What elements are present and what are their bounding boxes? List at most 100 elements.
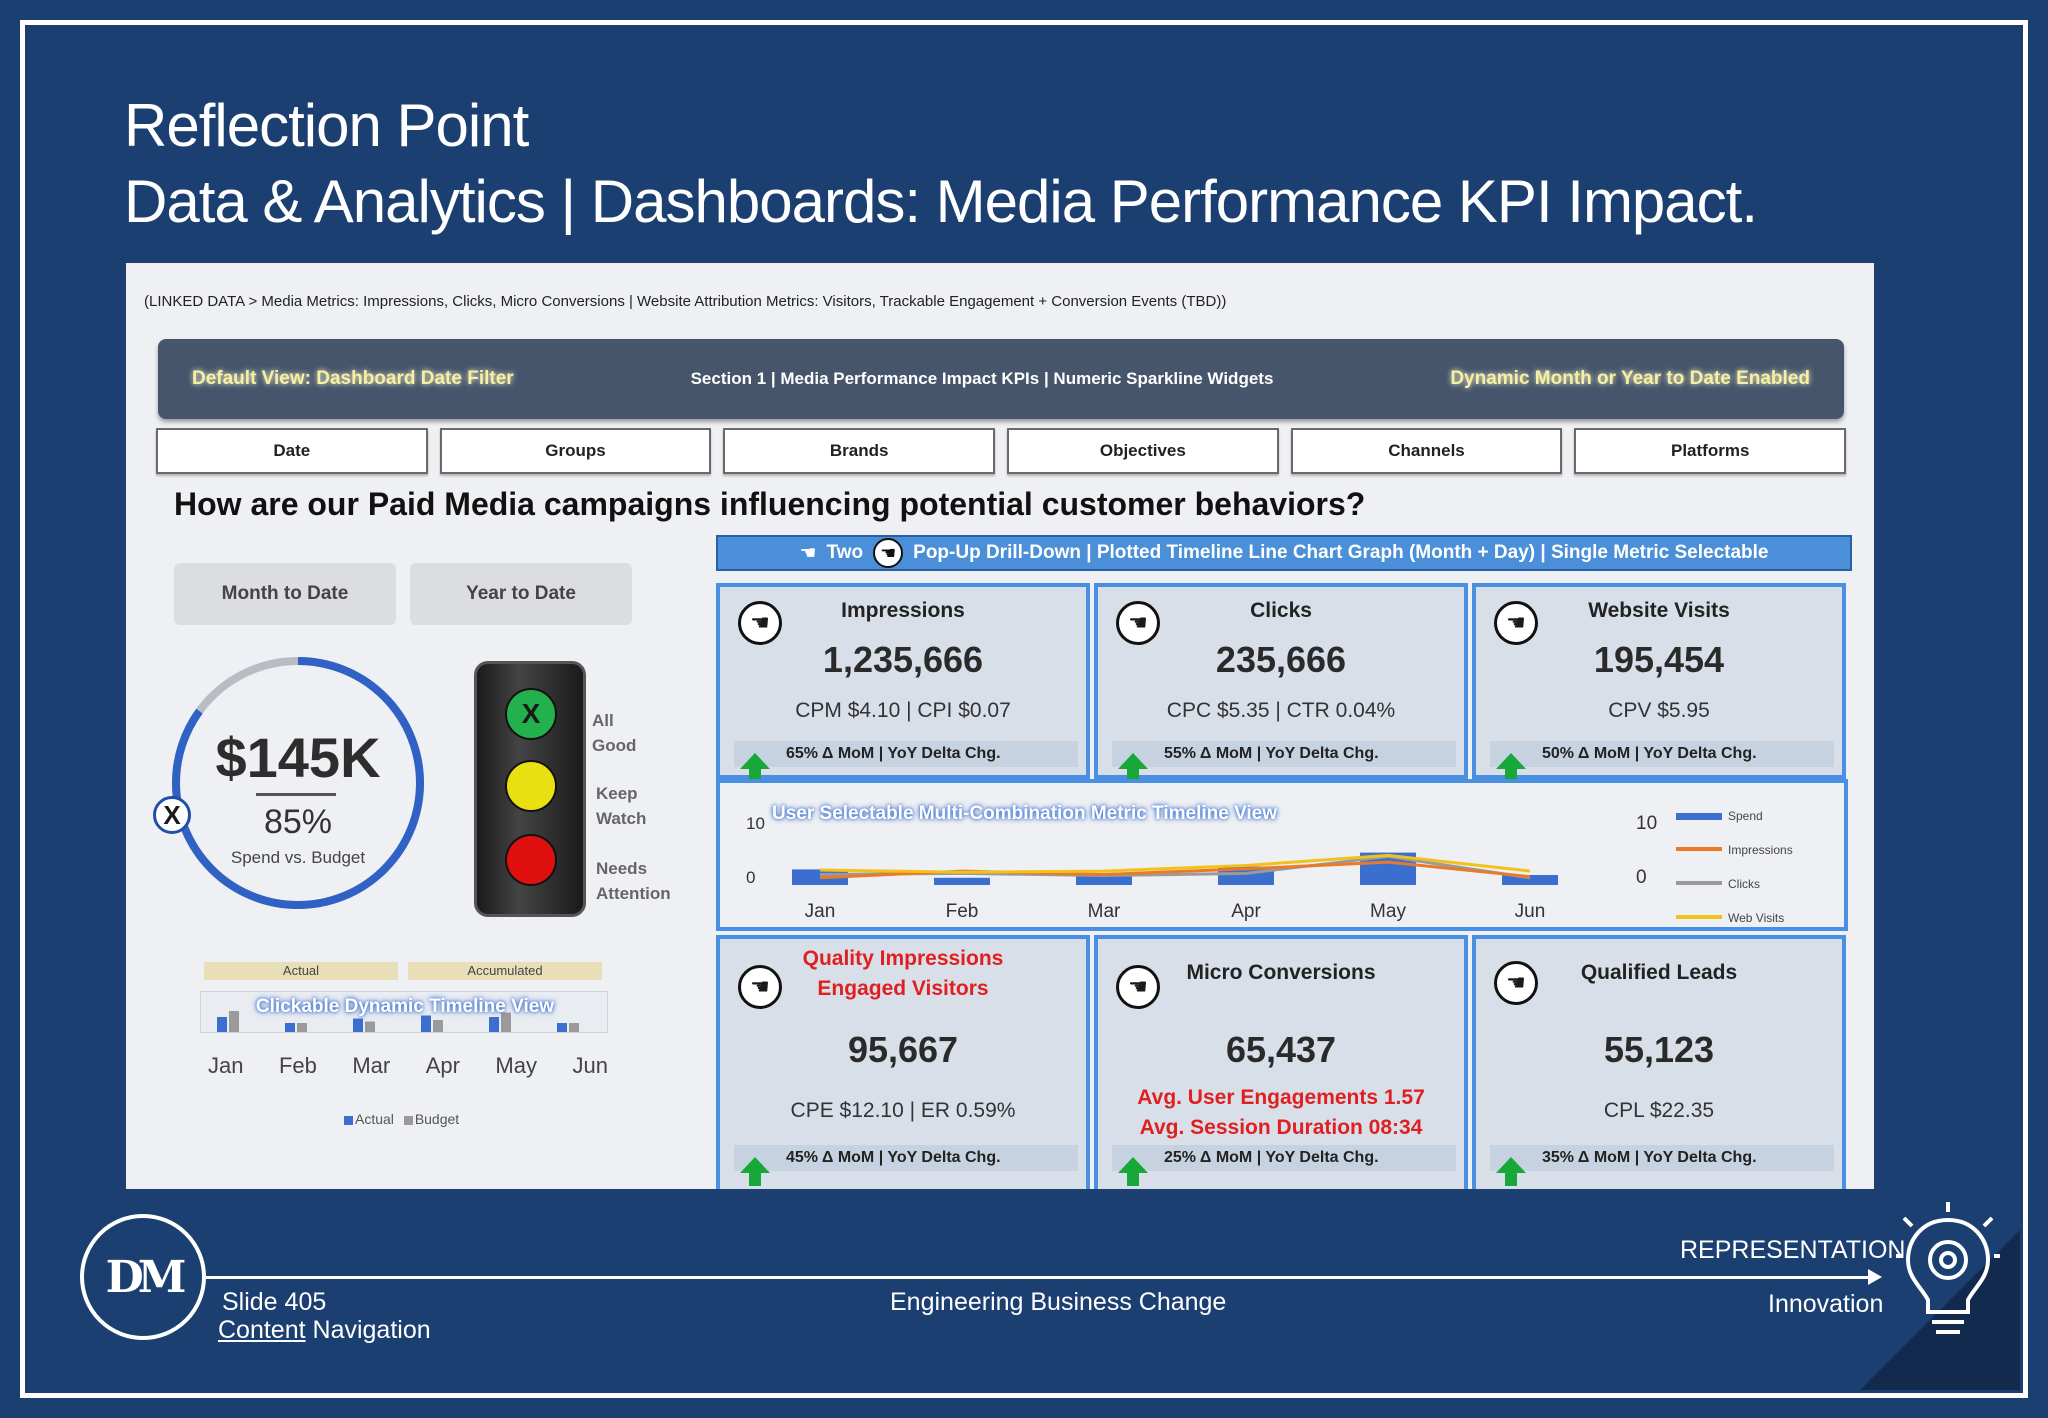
traffic-light: X (474, 661, 586, 917)
legend-actual-swatch (344, 1115, 353, 1125)
kpi-quality-impressions[interactable]: ☚ Quality Impressions Engaged Visitors 9… (716, 935, 1090, 1189)
timeline-month-label: May (1370, 901, 1406, 922)
metric-timeline[interactable]: 10 0 10 0 Jan Feb Mar Apr May Jun Spend Impressions… (716, 779, 1848, 931)
legend-budget-swatch (403, 1115, 413, 1125)
gauge-percent: 85% (263, 803, 333, 841)
slide-number: Slide 405 (222, 1288, 327, 1316)
mini-bar-actual (217, 1017, 227, 1032)
kpi-sub: CPL $22.35 (1603, 1099, 1715, 1122)
gauge-label: Spend vs. Budget (230, 848, 366, 867)
drill-prefix: Two (826, 542, 864, 563)
content-navigation-link[interactable]: Content (218, 1316, 306, 1344)
mini-bar-budget (433, 1020, 443, 1032)
dm-logo[interactable]: DM (80, 1214, 206, 1340)
kpi-value: 235,666 (1215, 639, 1347, 680)
timeline-legend-label: Clicks (1728, 877, 1760, 891)
kpi-delta-text: 55% Δ MoM | YoY Delta Chg. (1164, 745, 1379, 762)
timeline-month-label: Feb (946, 901, 979, 922)
status-all-good-line1: All (592, 711, 614, 730)
banner-center: Section 1 | Media Performance Impact KPI… (690, 369, 1274, 388)
status-all-good: All Good (592, 708, 636, 758)
timeline-legend-label: Web Visits (1728, 911, 1784, 925)
kpi-name: Qualified Leads (1580, 961, 1738, 984)
gauge-fill (172, 657, 424, 909)
kpi-delta: 50% Δ MoM | YoY Delta Chg. (1490, 741, 1834, 782)
kpi-qualified-leads[interactable]: ☚ Qualified Leads 55,123 CPL $22.35 35% … (1472, 935, 1846, 1189)
up-arrow-icon (740, 1157, 770, 1186)
filter-platforms[interactable]: Platforms (1574, 428, 1847, 474)
lamp-yellow[interactable] (505, 760, 557, 812)
mini-bar-actual (353, 1018, 363, 1032)
mini-month: Apr (425, 1053, 460, 1078)
pointing-hand-icon[interactable]: ☚ (1116, 965, 1160, 1009)
filter-groups[interactable]: Groups (439, 428, 712, 474)
footer-tagline: Engineering Business Change (890, 1288, 1227, 1316)
mini-bar-actual (285, 1023, 295, 1032)
pointing-hand-icon: ☚ (799, 542, 817, 564)
timeline-legend-swatch (1676, 847, 1722, 851)
timeline-y-left-label: 10 (746, 814, 765, 833)
timeline-spend-bar (1502, 875, 1558, 885)
slide-title-line1: Reflection Point (124, 92, 529, 159)
kpi-value: 1,235,666 (822, 639, 984, 680)
pointing-hand-icon[interactable]: ☚ (1494, 961, 1538, 1005)
lamp-green[interactable]: X (505, 688, 557, 740)
drill-down-bar[interactable]: ☚ Two ☚ Pop-Up Drill-Down | Plotted Time… (716, 535, 1852, 571)
linked-data-note: (LINKED DATA > Media Metrics: Impression… (144, 293, 1227, 310)
lightbulb-gear-icon (1896, 1202, 2000, 1334)
pointing-hand-icon: ☚ (873, 538, 904, 568)
kpi-delta: 55% Δ MoM | YoY Delta Chg. (1112, 741, 1456, 782)
kpi-delta: 65% Δ MoM | YoY Delta Chg. (734, 741, 1078, 782)
kpi-delta: 45% Δ MoM | YoY Delta Chg. (734, 1145, 1078, 1186)
toggle-month-to-date[interactable]: Month to Date (174, 563, 396, 625)
kpi-value: 95,667 (847, 1029, 959, 1070)
timeline-month-label: Apr (1231, 901, 1261, 922)
timeline-legend-swatch (1676, 915, 1722, 919)
timeline-legend-swatch (1676, 881, 1722, 885)
spend-gauge (172, 657, 424, 909)
timeline-month-label: Jan (805, 901, 836, 922)
kpi-sub: CPC $5.35 | CTR 0.04% (1166, 699, 1396, 722)
mini-bars (217, 1011, 579, 1032)
mini-head-actual: Actual (204, 962, 398, 980)
status-keep-watch: Keep Watch (596, 781, 646, 831)
kpi-micro-conversions[interactable]: ☚ Micro Conversions 65,437 Avg. User Eng… (1094, 935, 1468, 1189)
filter-bar: Date Groups Brands Objectives Channels P… (156, 428, 1847, 474)
pointing-hand-icon[interactable]: ☚ (1116, 601, 1160, 645)
kpi-impressions[interactable]: ☚ Impressions 1,235,666 CPM $4.10 | CPI … (716, 583, 1090, 782)
mini-bar-actual (557, 1023, 567, 1032)
mini-timeline-chart[interactable]: Clickable Dynamic Timeline View (200, 991, 608, 1033)
kpi-website-visits[interactable]: ☚ Website Visits 195,454 CPV $5.95 50% Δ… (1472, 583, 1846, 782)
kpi-delta: 25% Δ MoM | YoY Delta Chg. (1112, 1145, 1456, 1186)
lamp-red[interactable] (505, 834, 557, 886)
kpi-name: Website Visits (1588, 599, 1730, 622)
kpi-delta-text: 65% Δ MoM | YoY Delta Chg. (786, 745, 1001, 762)
dashboard-banner: Default View: Dashboard Date Filter Sect… (158, 339, 1844, 419)
timeline-spend-bar (1076, 875, 1132, 885)
kpi-name: Micro Conversions (1186, 961, 1376, 984)
toggle-year-to-date[interactable]: Year to Date (410, 563, 632, 625)
legend-actual: Actual (355, 1111, 394, 1127)
timeline-legend-label: Spend (1728, 809, 1763, 823)
timeline-spend-bar (934, 877, 990, 885)
banner-right: Dynamic Month or Year to Date Enabled (1450, 368, 1810, 389)
filter-objectives[interactable]: Objectives (1007, 428, 1279, 474)
dashboard-question: How are our Paid Media campaigns influen… (174, 486, 1366, 522)
mini-bar-budget (297, 1023, 307, 1032)
kpi-clicks[interactable]: ☚ Clicks 235,666 CPC $5.35 | CTR 0.04% 5… (1094, 583, 1468, 782)
timeline-legend-swatch (1676, 813, 1722, 820)
gauge-marker[interactable]: X (153, 796, 191, 834)
pointing-hand-icon[interactable]: ☚ (738, 601, 782, 645)
mini-bar-budget (365, 1021, 375, 1032)
filter-brands[interactable]: Brands (723, 428, 996, 474)
pointing-hand-icon[interactable]: ☚ (1494, 601, 1538, 645)
status-needs-attention: Needs Attention (596, 856, 671, 906)
pointing-hand-icon[interactable]: ☚ (738, 965, 782, 1009)
timeline-visits-line (819, 853, 1531, 874)
slide-title-line2: Data & Analytics | Dashboards: Media Per… (124, 168, 1758, 235)
filter-channels[interactable]: Channels (1290, 428, 1563, 474)
filter-date[interactable]: Date (156, 428, 428, 474)
kpi-delta-text: 50% Δ MoM | YoY Delta Chg. (1542, 745, 1757, 762)
mini-months: Jan Feb Mar Apr May Jun (208, 1053, 608, 1079)
kpi-name: Clicks (1250, 599, 1312, 622)
